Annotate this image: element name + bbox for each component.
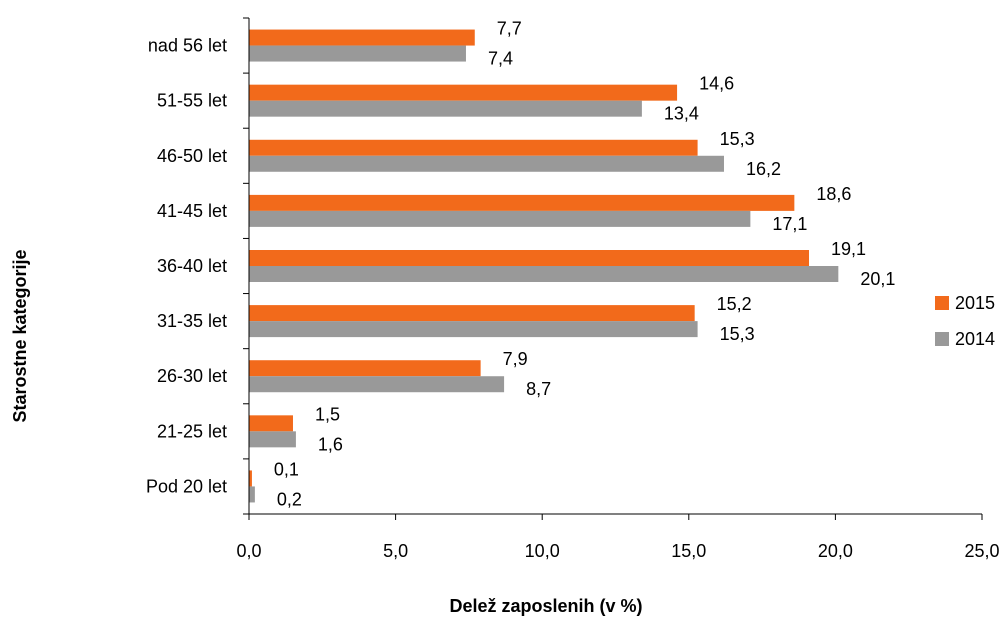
- bar-2015-7: [249, 415, 293, 432]
- bar-2015-5: [249, 305, 695, 322]
- bar-2014-2: [249, 155, 724, 172]
- category-label: 41-45 let: [157, 201, 227, 221]
- data-label-2014-7: 1,6: [318, 434, 343, 454]
- category-label: 51-55 let: [157, 91, 227, 111]
- y-axis-title: Starostne kategorije: [10, 249, 30, 422]
- bar-2014-5: [249, 321, 698, 338]
- data-label-2014-5: 15,3: [720, 324, 755, 344]
- legend-swatch-2015: [935, 296, 949, 310]
- data-label-2015-5: 15,2: [717, 294, 752, 314]
- x-axis-title: Delež zaposlenih (v %): [449, 596, 642, 616]
- data-label-2014-8: 0,2: [277, 489, 302, 509]
- data-label-2015-4: 19,1: [831, 239, 866, 259]
- data-label-2014-4: 20,1: [860, 269, 895, 289]
- category-label: 21-25 let: [157, 421, 227, 441]
- category-label: nad 56 let: [148, 36, 227, 56]
- category-label: 46-50 let: [157, 146, 227, 166]
- x-tick-label: 10,0: [525, 541, 560, 561]
- data-label-2014-1: 13,4: [664, 104, 699, 124]
- bar-2014-8: [249, 486, 255, 503]
- data-labels-group: 7,7 7,4 14,613,4 15,3 16,2 18,6 17,1 19,1 20,1 15…: [274, 19, 895, 510]
- bar-2014-4: [249, 266, 839, 282]
- data-label-2014-0: 7,4: [488, 49, 513, 69]
- legend-label-2015: 2015: [955, 293, 995, 313]
- category-label: 36-40 let: [157, 256, 227, 276]
- data-label-2015-3: 18,6: [816, 184, 851, 204]
- data-label-2015-1: 14,6: [699, 74, 734, 94]
- bar-2014-7: [249, 431, 296, 448]
- category-label: 31-35 let: [157, 311, 227, 331]
- data-label-2015-2: 15,3: [720, 129, 755, 149]
- legend-swatch-2014: [935, 332, 949, 346]
- bar-2015-1: [249, 84, 678, 101]
- data-label-2015-8: 0,1: [274, 459, 299, 479]
- bar-2014-3: [249, 210, 751, 227]
- legend-label-2014: 2014: [955, 329, 995, 349]
- data-label-2015-6: 7,9: [503, 349, 528, 369]
- bar-2015-3: [249, 194, 795, 211]
- bar-2015-6: [249, 360, 481, 377]
- axes-group: nad 56 let 51-55 let 46-50 let 41-45 let 36-…: [146, 17, 1000, 561]
- bar-2015-2: [249, 139, 698, 156]
- data-label-2014-6: 8,7: [526, 379, 551, 399]
- bar-2015-4: [249, 250, 810, 266]
- data-label-2014-3: 17,1: [772, 214, 807, 234]
- bar-2015-8: [249, 470, 252, 487]
- data-label-2015-0: 7,7: [497, 19, 522, 39]
- category-label: 26-30 let: [157, 366, 227, 386]
- data-label-2014-2: 16,2: [746, 159, 781, 179]
- x-tick-label: 0,0: [236, 541, 261, 561]
- x-tick-label: 15,0: [671, 541, 706, 561]
- bar-2015-0: [249, 29, 475, 46]
- bar-2014-6: [249, 376, 505, 393]
- data-label-2015-7: 1,5: [315, 404, 340, 424]
- category-label: Pod 20 let: [146, 476, 227, 496]
- x-tick-label: 25,0: [964, 541, 999, 561]
- x-tick-label: 5,0: [383, 541, 408, 561]
- bar-2014-1: [249, 100, 642, 117]
- legend: 2015 2014: [935, 293, 995, 349]
- bars-group: [249, 29, 839, 503]
- x-tick-label: 20,0: [818, 541, 853, 561]
- bar-2014-0: [249, 45, 466, 62]
